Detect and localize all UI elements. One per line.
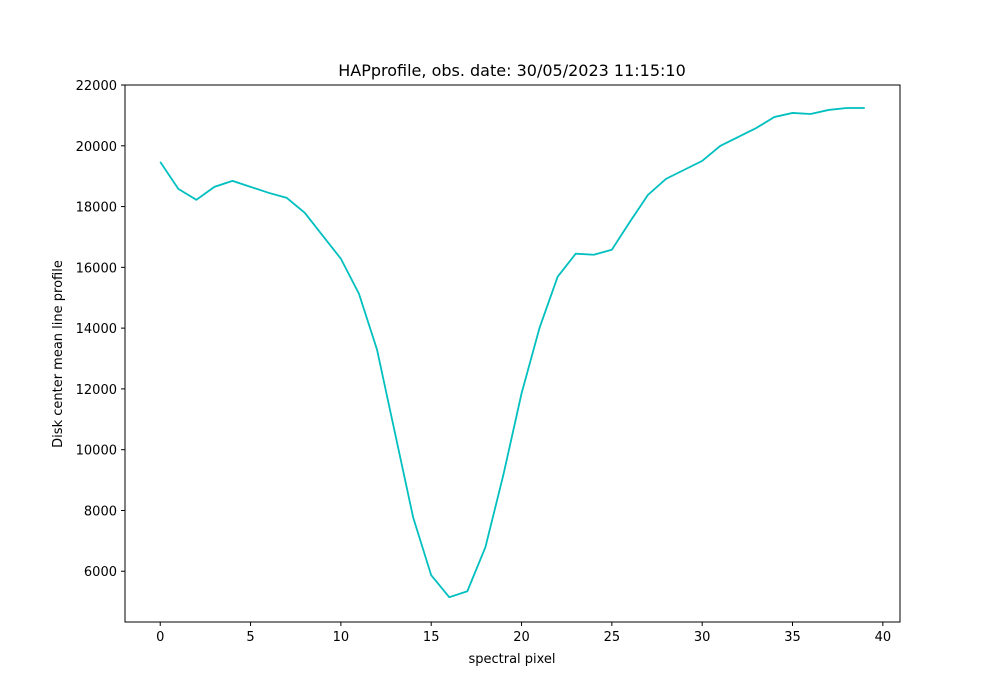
x-axis-label: spectral pixel — [468, 652, 555, 667]
x-tick-label: 25 — [604, 630, 621, 645]
y-tick-label: 10000 — [76, 444, 117, 459]
y-tick-label: 18000 — [76, 201, 117, 216]
x-tick-label: 0 — [156, 630, 164, 645]
x-tick-label: 5 — [246, 630, 254, 645]
plot-frame — [124, 84, 901, 623]
y-tick-label: 16000 — [76, 261, 117, 276]
x-tick-label: 20 — [513, 630, 530, 645]
chart-title: HAPprofile, obs. date: 30/05/2023 11:15:… — [338, 61, 686, 80]
y-tick-label: 22000 — [76, 79, 117, 94]
y-tick-label: 8000 — [84, 504, 117, 519]
x-tick-label: 10 — [333, 630, 350, 645]
x-tick-label: 40 — [875, 630, 892, 645]
y-tick-label: 12000 — [76, 383, 117, 398]
y-tick-label: 6000 — [84, 565, 117, 580]
data-line — [159, 107, 865, 599]
x-tick-label: 15 — [423, 630, 440, 645]
y-tick-label: 14000 — [76, 322, 117, 337]
y-tick-label: 20000 — [76, 140, 117, 155]
y-axis-label: Disk center mean line profile — [51, 260, 66, 448]
x-tick-label: 30 — [694, 630, 711, 645]
x-tick-label: 35 — [784, 630, 801, 645]
